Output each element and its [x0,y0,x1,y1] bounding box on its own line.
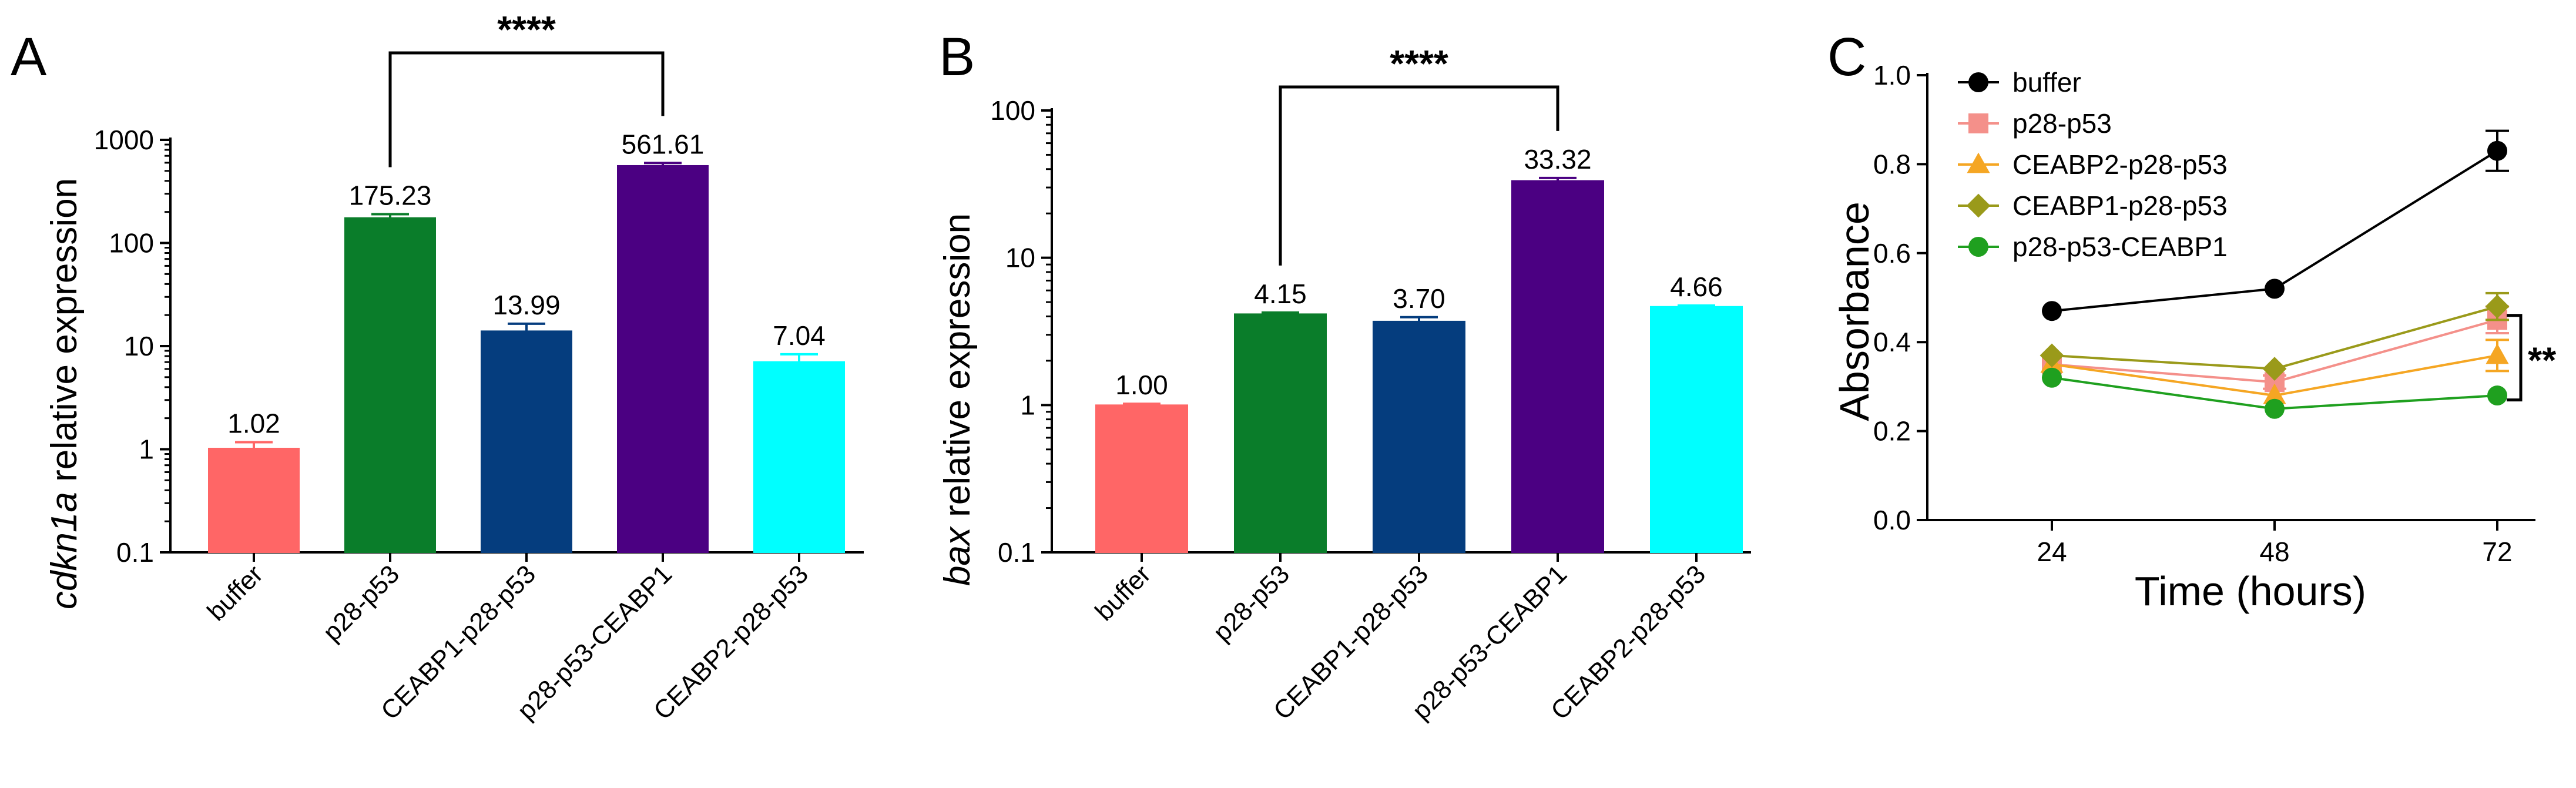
y-tick-label: 10 [1005,243,1035,273]
y-tick-label: 0.4 [1873,327,1911,357]
data-label: 7.04 [773,320,826,351]
data-point [2262,357,2287,381]
x-tick-label: CEABP2-p28-p53 [1545,559,1711,725]
panel-label-c: C [1827,27,1866,87]
bar [753,361,845,553]
bar [617,165,709,553]
y-tick-label: 0.0 [1873,505,1911,535]
bars: 1.00 4.15 3.70 33.32 4.66 **** [1095,42,1743,554]
y-tick-label: 0.1 [998,537,1035,568]
y-tick-label: 1 [139,434,154,465]
y-tick-label: 100 [990,95,1035,126]
significance-bracket [1279,85,1559,266]
data-point [2265,398,2285,419]
data-point [2486,343,2509,364]
y-axis-label: Absorbance [1832,202,1877,421]
data-label: 3.70 [1393,283,1445,314]
bar [208,447,300,553]
data-point [2487,385,2507,406]
data-label: 4.15 [1254,279,1307,309]
data-point [2487,140,2507,161]
data-label: 175.23 [349,180,432,210]
bar [1095,404,1188,553]
bar [481,330,572,553]
y-tick-label: 0.6 [1873,238,1911,269]
legend-marker [1968,72,1988,92]
y-axis-label: cdkn1a relative expression [44,178,85,609]
lines: buffer p28-p53 CEABP2-p28-p53 CEABP1-p28-p5… [1958,67,2557,419]
x-tick-label: p28-p53 [1208,559,1295,647]
y-tick-label: 1.0 [1873,60,1911,90]
data-label: 13.99 [492,290,560,320]
data-point [2485,294,2510,319]
y-tick-label: 10 [124,331,154,361]
legend-label: CEABP2-p28-p53 [2012,149,2228,180]
significance-bracket [2507,314,2523,402]
y-axis-label-rest: relative expression [44,178,85,492]
y-tick-label: 0.2 [1873,416,1911,447]
data-label: 4.66 [1670,271,1723,302]
data-label: 33.32 [1524,144,1591,175]
y-tick-label: 1000 [94,125,154,155]
x-tick-label: buffer [202,559,269,626]
x-tick-label: 48 [2259,536,2289,567]
bar [344,217,436,553]
data-point [2042,367,2062,388]
y-tick-label: 100 [109,228,154,259]
significance-label: **** [1390,42,1448,85]
data-label: 1.00 [1115,370,1168,400]
bars: 1.02 175.23 13.99 561.61 7.04 **** [208,8,845,553]
y-tick-label: 0.1 [116,537,154,568]
panel-a: A cdkn1a relative expression 0.1 1 10 100 10… [11,8,864,725]
data-point [2265,279,2285,299]
bar [1373,320,1465,553]
y-axis-label-rest: relative expression [937,213,978,527]
x-axis-label: Time (hours) [2135,568,2366,614]
x-tick-label: p28-p53-CEABP1 [1407,559,1572,725]
axes: 0.0 0.2 0.4 0.6 0.8 1.0 24 48 72 [1873,60,2535,567]
x-tick-label: p28-p53 [317,559,405,647]
legend-label: p28-p53-CEABP1 [2012,232,2228,262]
panel-c: C Absorbance Time (hours) 0.00.20.40.60.… [1827,27,2557,614]
panel-b: B bax relative expression 0.1 1 10 100 buffe… [937,27,1751,725]
x-tick-label: 24 [2037,536,2067,567]
y-tick-label: 1 [1020,390,1035,420]
data-point [2040,343,2064,368]
legend-label: buffer [2012,67,2081,98]
significance-bracket [388,51,665,167]
panel-label-a: A [11,27,47,87]
panel-label-b: B [939,27,975,87]
y-tick-label: 0.8 [1873,149,1911,179]
y-axis-label-gene: bax [937,526,978,586]
legend-marker [1966,193,1991,218]
bar [1234,313,1327,554]
data-label: 1.02 [227,408,280,439]
data-label: 561.61 [622,129,705,159]
bar [1650,306,1743,553]
x-tick-label: 72 [2482,536,2512,567]
legend-marker [1967,152,1990,173]
significance-label: **** [497,8,556,51]
data-point [2263,383,2286,404]
legend-label: CEABP1-p28-p53 [2012,190,2228,221]
legend-marker [1968,113,1988,133]
x-tick-label: CEABP1-p28-p53 [1268,559,1434,725]
legend-label: p28-p53 [2012,108,2112,139]
bar [1511,180,1604,553]
y-axis-label: bax relative expression [937,213,978,586]
legend-marker [1968,237,1988,257]
significance-label: ** [2528,341,2557,381]
y-axis-label-gene: cdkn1a [44,492,85,609]
data-point [2042,301,2062,321]
x-tick-label: buffer [1089,559,1156,626]
